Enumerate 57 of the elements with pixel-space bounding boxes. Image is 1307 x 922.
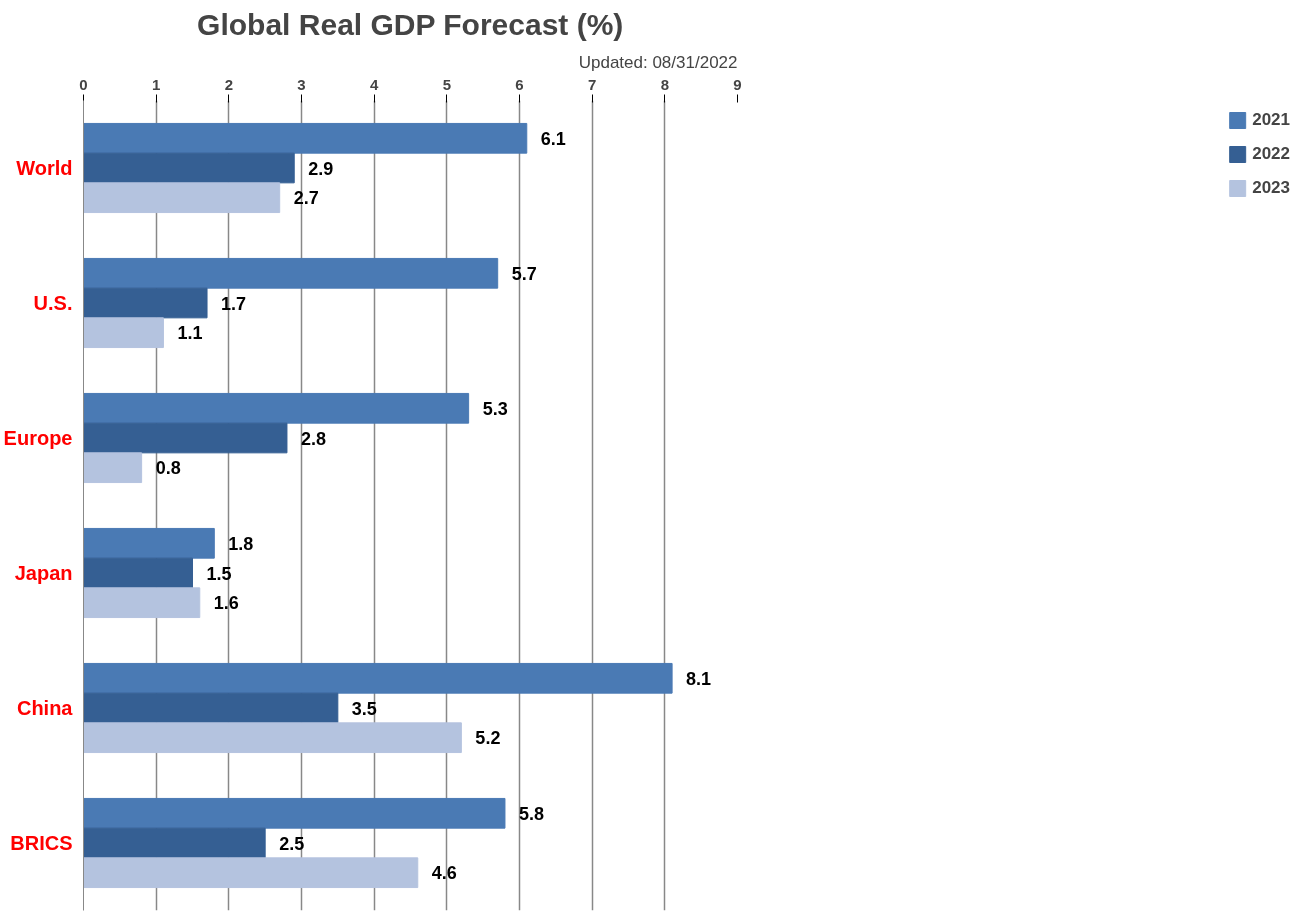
bar — [83, 452, 143, 484]
data-label: 5.8 — [518, 803, 544, 824]
data-label: 2.8 — [300, 428, 326, 449]
data-label: 2.9 — [308, 158, 334, 179]
y-tick-label: Europe — [3, 427, 73, 449]
data-label: 0.8 — [155, 458, 181, 479]
x-tick-label: 5 — [442, 75, 452, 93]
bar — [83, 692, 339, 724]
bar — [83, 392, 470, 424]
x-tick-label: 7 — [588, 75, 597, 93]
x-tick-label: 0 — [79, 75, 88, 93]
data-label: 2.5 — [279, 833, 305, 854]
bar — [83, 122, 528, 154]
x-tick-label: 2 — [224, 75, 234, 93]
legend-label: 2022 — [1252, 144, 1290, 164]
bar — [83, 857, 419, 889]
data-label: 1.6 — [213, 593, 239, 614]
data-label: 6.1 — [540, 128, 566, 149]
bar — [83, 182, 281, 214]
chart-title: Global Real GDP Forecast (%) — [197, 7, 624, 41]
y-tick-label: World — [16, 157, 73, 179]
data-label: 4.6 — [431, 863, 457, 884]
x-tick-label: 1 — [152, 75, 161, 93]
bar — [83, 797, 506, 829]
bar — [83, 722, 462, 754]
text: Updated: 08/31/2022 — [578, 52, 738, 72]
y-tick-label: U.S. — [33, 292, 73, 314]
data-label: 5.2 — [475, 728, 501, 749]
bar — [83, 587, 201, 619]
bar — [83, 662, 673, 694]
data-label: 1.1 — [177, 323, 203, 344]
bar — [83, 557, 193, 589]
x-tick-label: 6 — [515, 75, 524, 93]
bar — [83, 827, 266, 859]
y-tick-label: China — [16, 697, 74, 719]
data-label: 8.1 — [686, 668, 712, 689]
y-tick-label: Japan — [14, 562, 73, 584]
bar — [83, 152, 295, 184]
bar — [83, 317, 164, 349]
data-label: 1.5 — [206, 563, 232, 584]
bar — [83, 527, 215, 559]
data-label: 1.7 — [221, 293, 247, 314]
data-label: 5.7 — [511, 263, 537, 284]
x-tick-label: 9 — [733, 75, 742, 93]
x-tick-label: 3 — [297, 75, 306, 93]
data-label: 3.5 — [351, 698, 377, 719]
x-tick-label: 4 — [370, 75, 379, 93]
data-label: 2.7 — [293, 188, 319, 209]
legend-label: 2021 — [1252, 110, 1290, 130]
bar — [83, 287, 208, 319]
x-tick-label: 8 — [660, 75, 670, 93]
data-label: 5.3 — [482, 398, 508, 419]
legend-label: 2023 — [1252, 178, 1290, 198]
data-label: 1.8 — [228, 533, 254, 554]
y-tick-label: BRICS — [10, 832, 73, 854]
bar — [83, 422, 288, 454]
bar — [83, 257, 499, 289]
